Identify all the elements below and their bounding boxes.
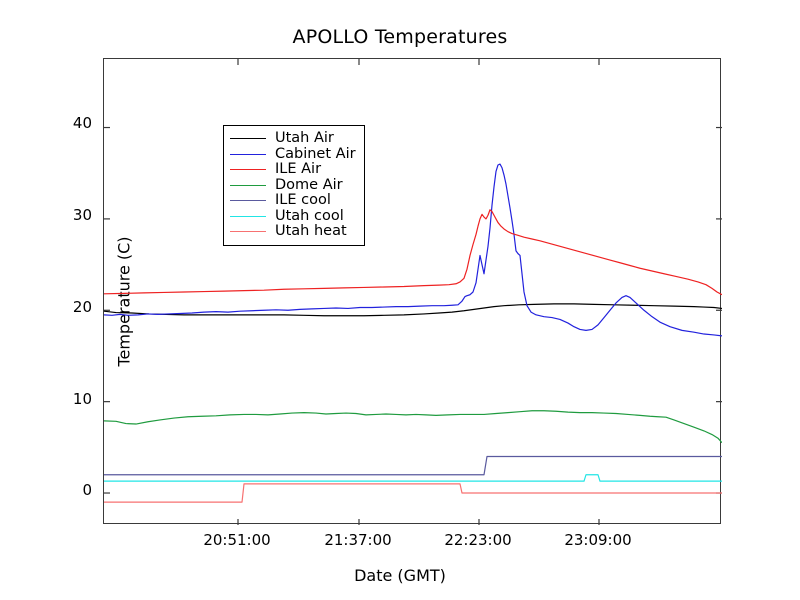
legend-label-utah-heat: Utah heat [275,223,347,239]
legend-label-utah-cool: Utah cool [275,207,344,224]
series-line-utah-heat [104,483,722,503]
legend-label-ile-air: ILE Air [275,161,322,177]
legend-item-dome-air: Dome Air [230,176,356,194]
legend-item-utah-cool: Utah cool [230,207,356,225]
x-axis-label: Date (GMT) [354,566,446,585]
legend-swatch-dome-air [230,184,266,186]
x-tick-label-2: 21:37:00 [324,531,392,549]
y-tick-label-30: 30 [72,206,92,224]
plot-area: Temperature (C) Utah Air Cabinet Air ILE… [103,58,722,525]
legend-item-utah-air: Utah Air [230,130,356,147]
series-line-ile-cool [104,455,722,476]
legend-swatch-utah-cool [230,215,266,217]
legend-label-dome-air: Dome Air [275,176,343,193]
series-line-cabinet-air [104,163,722,337]
legend-swatch-utah-air [230,138,266,140]
series-line-utah-air [104,303,722,317]
x-tick-label-4: 23:09:00 [564,531,632,549]
legend-label-cabinet-air: Cabinet Air [275,145,356,162]
legend-label-ile-cool: ILE cool [275,192,331,208]
x-tick-label-1: 20:51:00 [203,531,271,549]
legend-label-utah-air: Utah Air [275,130,334,146]
legend-swatch-cabinet-air [230,153,266,155]
y-tick-label-10: 10 [72,390,92,408]
legend-swatch-ile-cool [230,200,266,202]
legend-item-ile-air: ILE Air [230,161,356,178]
legend-swatch-utah-heat [230,231,266,233]
legend-item-ile-cool: ILE cool [230,192,356,209]
y-axis-tick-labels: 0 10 20 30 40 [50,0,92,600]
legend-item-utah-heat: Utah heat [230,223,356,240]
y-tick-label-20: 20 [72,298,92,316]
series-line-dome-air [104,410,722,444]
chart-title: APOLLO Temperatures [292,26,508,48]
y-tick-label-40: 40 [72,114,92,132]
legend-item-cabinet-air: Cabinet Air [230,145,356,163]
x-tick-label-3: 22:23:00 [444,531,512,549]
chart-legend: Utah Air Cabinet Air ILE Air Dome Air IL… [223,125,365,246]
y-tick-label-0: 0 [82,481,92,499]
legend-swatch-ile-air [230,169,266,171]
series-line-utah-cool [104,474,722,482]
plot-lines [104,59,722,525]
series-line-ile-air [104,209,722,296]
